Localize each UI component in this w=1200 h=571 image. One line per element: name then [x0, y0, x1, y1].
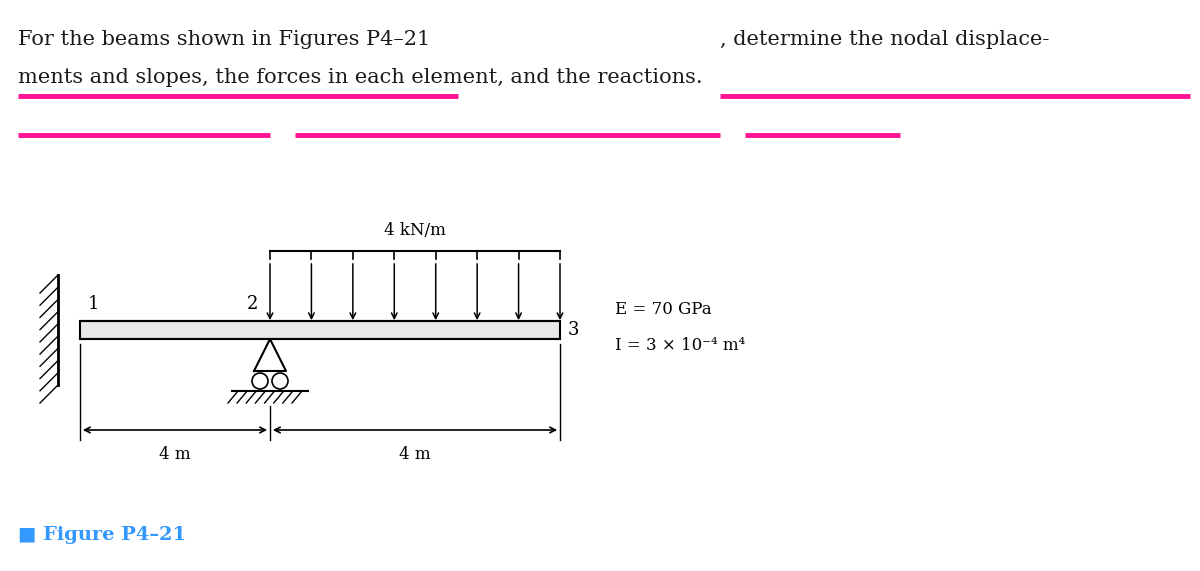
Circle shape — [272, 373, 288, 389]
Text: For the beams shown in Figures P4–21: For the beams shown in Figures P4–21 — [18, 30, 431, 49]
Text: I = 3 × 10⁻⁴ m⁴: I = 3 × 10⁻⁴ m⁴ — [616, 337, 745, 355]
Text: 3: 3 — [568, 321, 580, 339]
Text: 4 m: 4 m — [400, 446, 431, 463]
Text: ments and slopes, the forces in each element, and the reactions.: ments and slopes, the forces in each ele… — [18, 68, 703, 87]
Bar — [80, 321, 560, 339]
Circle shape — [252, 373, 268, 389]
Text: 4 m: 4 m — [160, 446, 191, 463]
Text: 4 kN/m: 4 kN/m — [384, 222, 446, 239]
Text: ■ Figure P4–21: ■ Figure P4–21 — [18, 526, 186, 544]
Text: 2: 2 — [247, 295, 258, 313]
Text: E = 70 GPa: E = 70 GPa — [616, 301, 712, 319]
Text: 1: 1 — [88, 295, 100, 313]
Text: , determine the nodal displace-: , determine the nodal displace- — [720, 30, 1049, 49]
